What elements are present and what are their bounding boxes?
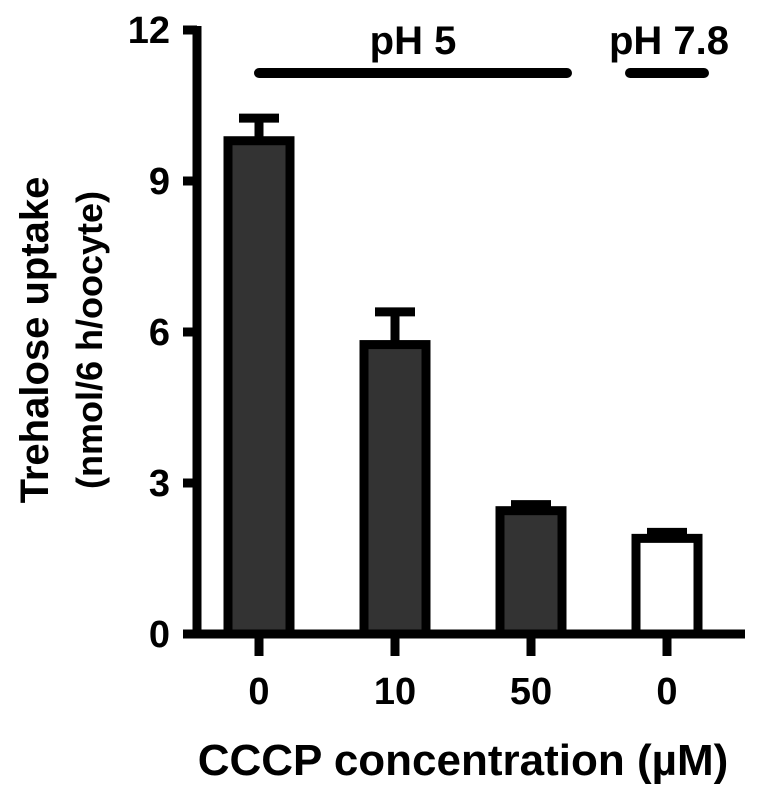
bar-2 xyxy=(495,506,567,639)
y-tick-label-1: 3 xyxy=(149,463,170,505)
y-tick-label-4: 12 xyxy=(128,10,170,52)
x-tick-label-0: 0 xyxy=(248,671,269,713)
x-axis-title: CCCP concentration (µM) xyxy=(198,736,729,785)
y-axis-title-line2: (nmol/6 h/oocyte) xyxy=(69,191,110,489)
labels-layer: 0 3 6 9 12 0 10 50 0 xyxy=(128,10,678,713)
y-tick-label-2: 6 xyxy=(149,312,170,354)
axes-layer xyxy=(183,25,745,656)
bar-3 xyxy=(631,533,703,639)
group-brackets-layer: pH 5 pH 7.8 xyxy=(254,19,729,78)
group-label-1: pH 7.8 xyxy=(609,19,729,63)
x-tick-label-3: 0 xyxy=(656,671,677,713)
y-tick-label-3: 9 xyxy=(149,161,170,203)
y-axis-title-line1: Trehalose uptake xyxy=(13,177,57,504)
bar-0 xyxy=(223,136,295,639)
x-tick-label-1: 10 xyxy=(374,671,416,713)
y-tick-label-0: 0 xyxy=(149,614,170,656)
x-tick-label-2: 50 xyxy=(510,671,552,713)
bar-1 xyxy=(359,340,431,639)
error-bars-layer xyxy=(239,113,687,539)
bars-layer xyxy=(223,136,703,639)
group-label-0: pH 5 xyxy=(370,19,457,63)
